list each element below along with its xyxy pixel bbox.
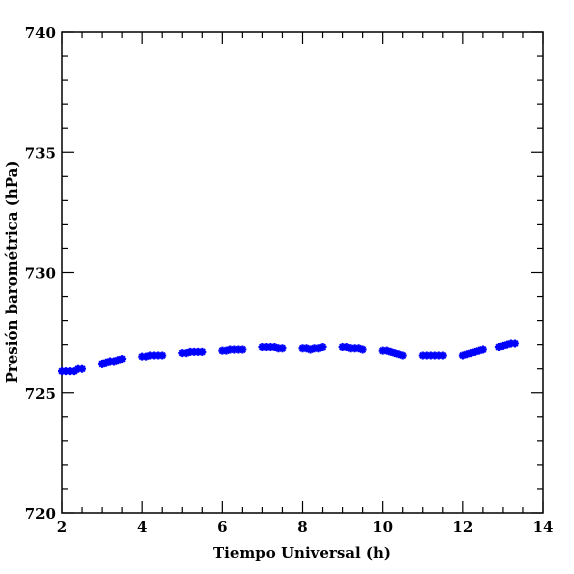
data-point	[498, 341, 507, 350]
data-point	[302, 344, 311, 353]
data-point	[354, 344, 363, 353]
data-point	[314, 344, 323, 353]
data-point	[494, 343, 503, 352]
data-point	[230, 345, 239, 354]
data-point	[350, 344, 359, 353]
y-axis-label: Presión barométrica (hPa)	[3, 161, 21, 384]
x-tick-label: 14	[533, 518, 554, 536]
data-point	[338, 343, 347, 352]
data-point	[318, 343, 327, 352]
data-point	[298, 344, 307, 353]
data-point	[506, 339, 515, 348]
data-point	[110, 357, 119, 366]
data-point	[158, 351, 167, 360]
x-tick-label: 10	[372, 518, 393, 536]
axis-ticks	[61, 31, 544, 514]
x-tick-label: 4	[137, 518, 147, 536]
data-point	[358, 345, 367, 354]
data-point	[382, 346, 391, 355]
data-point	[510, 339, 519, 348]
data-point	[178, 349, 187, 358]
data-point	[470, 347, 479, 356]
data-point	[98, 359, 107, 368]
data-point	[182, 349, 191, 358]
data-point	[390, 349, 399, 358]
data-point	[438, 351, 447, 360]
data-point	[278, 344, 287, 353]
data-point	[418, 351, 427, 360]
data-point	[150, 351, 159, 360]
data-point	[474, 346, 483, 355]
y-tick-label: 720	[25, 505, 56, 523]
data-point	[274, 344, 283, 353]
data-point	[270, 343, 279, 352]
data-point	[342, 343, 351, 352]
x-tick-label: 12	[452, 518, 473, 536]
data-point	[262, 343, 271, 352]
y-tick-label: 725	[25, 385, 56, 403]
data-point	[458, 351, 467, 360]
data-point	[266, 343, 275, 352]
data-point	[234, 345, 243, 354]
data-point	[310, 344, 319, 353]
data-point	[394, 350, 403, 359]
data-point	[118, 355, 127, 364]
data-point	[114, 356, 123, 365]
data-point	[142, 352, 151, 361]
data-point	[346, 344, 355, 353]
x-tick-label: 2	[57, 518, 67, 536]
data-point	[190, 347, 199, 356]
data-point	[222, 346, 231, 355]
data-point	[434, 351, 443, 360]
data-point	[226, 345, 235, 354]
data-point	[306, 345, 315, 354]
y-tick-label: 730	[25, 265, 56, 283]
data-point	[102, 358, 111, 367]
data-point	[462, 350, 471, 359]
y-tick-label: 735	[25, 144, 56, 162]
plot-frame	[61, 31, 544, 514]
data-point	[466, 349, 475, 358]
x-tick-label: 8	[297, 518, 307, 536]
data-point	[58, 367, 66, 376]
data-points	[58, 339, 519, 376]
x-axis-label: Tiempo Universal (h)	[213, 544, 391, 562]
data-point	[478, 345, 487, 354]
data-point	[78, 364, 87, 373]
tick-labels: 2 4 6 8 10 12 14 720 725 730 735 740	[25, 24, 554, 536]
data-point	[70, 367, 79, 376]
data-point	[502, 340, 511, 349]
data-point	[422, 351, 431, 360]
y-tick-label: 740	[25, 24, 56, 42]
data-point	[398, 351, 407, 360]
data-point	[198, 347, 207, 356]
data-point	[74, 364, 83, 373]
data-point	[386, 347, 395, 356]
data-point	[238, 345, 247, 354]
data-point	[106, 357, 115, 366]
x-tick-label: 6	[217, 518, 227, 536]
data-point	[218, 346, 227, 355]
data-point	[62, 367, 71, 376]
data-point	[154, 351, 163, 360]
data-point	[146, 351, 155, 360]
data-point	[194, 347, 203, 356]
data-point	[426, 351, 435, 360]
